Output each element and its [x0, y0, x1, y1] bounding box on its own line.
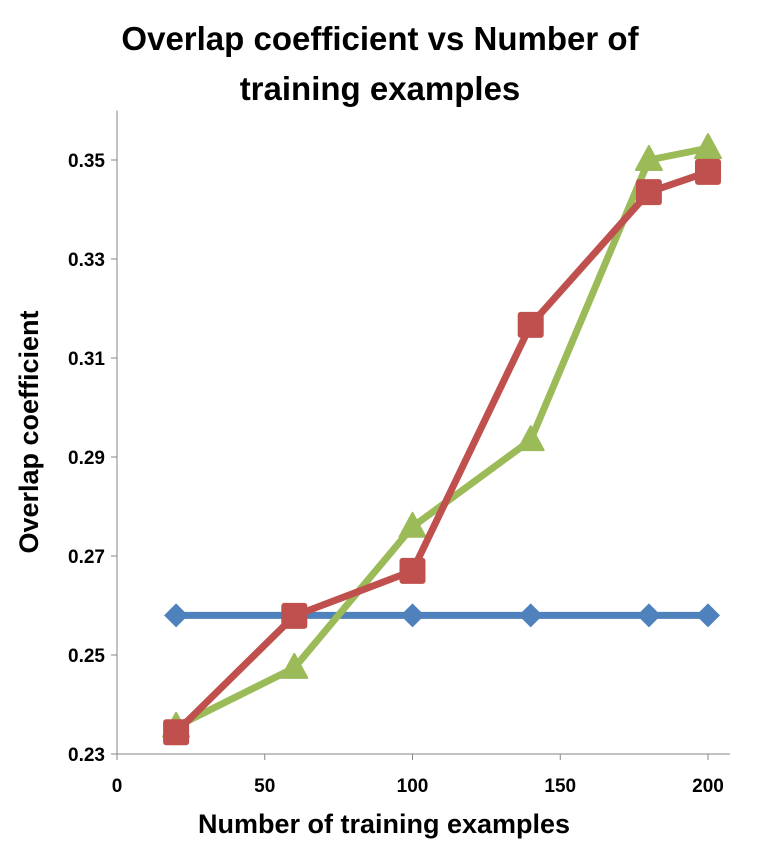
data-point-square	[635, 179, 662, 206]
data-point-triangle	[280, 652, 309, 679]
y-tick-label: 0.25	[68, 646, 105, 667]
x-tick-label: 50	[254, 776, 275, 797]
y-tick-label: 0.29	[68, 448, 105, 469]
data-point-diamond	[636, 603, 661, 628]
x-tick-label: 100	[397, 776, 429, 797]
y-tick-label: 0.35	[68, 151, 105, 172]
data-point-diamond	[696, 603, 720, 628]
data-point-square	[517, 311, 544, 338]
series-line-2	[173, 168, 710, 735]
data-point-square	[695, 158, 721, 185]
data-point-square	[163, 719, 190, 746]
y-tick-label: 0.33	[68, 250, 105, 271]
data-point-diamond	[400, 603, 425, 628]
x-tick-label: 200	[692, 776, 724, 797]
data-point-triangle	[398, 511, 427, 538]
data-point-triangle	[694, 133, 722, 160]
x-tick-label: 0	[112, 776, 123, 797]
y-axis-label: Overlap coefficient	[14, 310, 44, 553]
y-tick-label: 0.23	[68, 745, 105, 766]
x-axis-label: Number of training examples	[198, 809, 570, 839]
chart-title: Overlap coefficient vs Number of trainin…	[121, 20, 639, 107]
data-point-triangle	[634, 145, 663, 171]
y-tick-label: 0.27	[68, 547, 105, 568]
data-point-triangle	[516, 425, 545, 452]
data-point-diamond	[518, 603, 543, 628]
y-tick-label: 0.31	[68, 349, 105, 370]
x-tick-label: 150	[544, 776, 576, 797]
data-point-square	[399, 557, 426, 584]
data-point-diamond	[164, 603, 189, 628]
data-point-square	[281, 602, 308, 629]
series-line-1	[174, 144, 709, 730]
